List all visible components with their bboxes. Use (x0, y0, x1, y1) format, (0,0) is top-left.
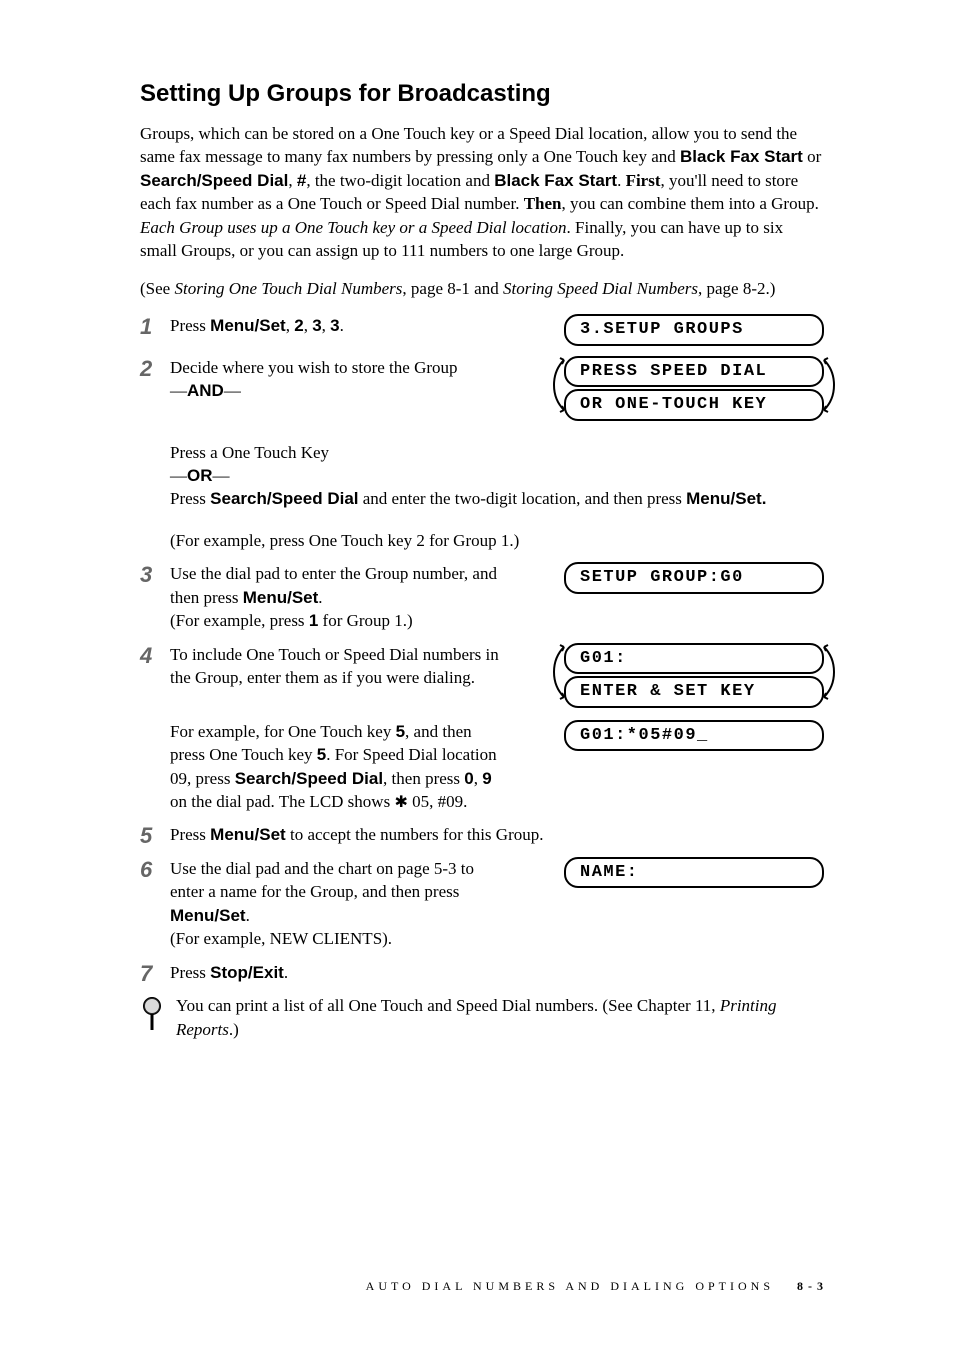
text: , page 8-1 and (402, 279, 503, 298)
lcd-display: G01:*05#09_ (564, 720, 824, 751)
text: . (318, 588, 322, 607)
text-bold: Menu/Set (243, 588, 319, 607)
text-italic: Storing Speed Dial Numbers (503, 279, 698, 298)
lcd-display: NAME: (564, 857, 824, 888)
step-2: Decide where you wish to store the Group… (140, 356, 824, 553)
text-bold: Then (524, 194, 562, 213)
text: You can print a list of all One Touch an… (176, 996, 720, 1015)
scroll-arrow-left-icon (550, 643, 568, 701)
text-italic: Storing One Touch Dial Numbers (174, 279, 402, 298)
text: , the two-digit location and (306, 171, 494, 190)
text: Use the dial pad and the chart on page 5… (170, 859, 474, 901)
text: Press a One Touch Key (170, 441, 824, 464)
intro-paragraph: Groups, which can be stored on a One Tou… (140, 122, 824, 263)
text-bold: 5 (396, 722, 405, 741)
text: , (322, 316, 331, 335)
step-5: Press Menu/Set to accept the numbers for… (140, 823, 824, 846)
step-7: Press Stop/Exit. (140, 961, 824, 984)
star-icon: ✱ (394, 795, 407, 811)
text: Press (170, 825, 210, 844)
text: (See (140, 279, 174, 298)
lcd-display: G01: (564, 643, 824, 674)
text-bold: Black Fax Start (680, 147, 803, 166)
text: (For example, press (170, 611, 309, 630)
text-bold: 0 (464, 769, 473, 788)
text-bold: Menu/Set. (686, 489, 766, 508)
text: Press (170, 489, 210, 508)
text: Use the dial pad to enter the Group numb… (170, 564, 497, 606)
text: Decide where you wish to store the Group (170, 356, 458, 379)
text: . (284, 963, 288, 982)
note: You can print a list of all One Touch an… (140, 994, 824, 1041)
text: . (617, 171, 626, 190)
text-bold: # (297, 171, 306, 190)
text: To include One Touch or Speed Dial numbe… (170, 643, 510, 690)
magnifier-icon (140, 996, 164, 1032)
text: Press (170, 316, 210, 335)
step-4: To include One Touch or Speed Dial numbe… (140, 643, 824, 814)
text: , (288, 171, 297, 190)
page-number: 8 - 3 (797, 1279, 824, 1293)
text: (For example, press One Touch key 2 for … (170, 529, 824, 552)
text: (For example, NEW CLIENTS). (170, 927, 510, 950)
text-bold: 3 (312, 316, 321, 335)
text-bold: 5 (317, 745, 326, 764)
text: on the dial pad. The LCD shows (170, 792, 394, 811)
text: , (286, 316, 295, 335)
text: For example, for One Touch key (170, 722, 396, 741)
text-bold: Stop/Exit (210, 963, 284, 982)
text: and enter the two-digit location, and th… (359, 489, 687, 508)
text: —OR— (170, 464, 824, 487)
scroll-arrow-right-icon (820, 643, 838, 701)
text: 05, #09. (408, 792, 468, 811)
text-bold: Menu/Set (210, 316, 286, 335)
text: Press Search/Speed Dial and enter the tw… (170, 487, 824, 510)
text-bold: 3 (330, 316, 339, 335)
scroll-arrow-left-icon (550, 356, 568, 414)
step-1: Press Menu/Set, 2, 3, 3. 3.SETUP GROUPS (140, 314, 824, 345)
scroll-arrow-right-icon (820, 356, 838, 414)
steps-list: Press Menu/Set, 2, 3, 3. 3.SETUP GROUPS … (140, 314, 824, 984)
text-bold: Menu/Set (210, 825, 286, 844)
text: —AND— (170, 379, 458, 402)
text-italic: Each Group uses up a One Touch key or a … (140, 218, 567, 237)
text-bold: Search/Speed Dial (210, 489, 358, 508)
text-bold: Menu/Set (170, 906, 246, 925)
lcd-scroll-group: G01: ENTER & SET KEY (564, 643, 824, 710)
text: , you can combine them into a Group. (562, 194, 819, 213)
see-reference: (See Storing One Touch Dial Numbers, pag… (140, 277, 824, 300)
lcd-display: OR ONE-TOUCH KEY (564, 389, 824, 420)
text: .) (229, 1020, 239, 1039)
text: , then press (383, 769, 464, 788)
text-bold: OR (187, 466, 213, 485)
text-bold: 2 (294, 316, 303, 335)
text: Press (170, 963, 210, 982)
lcd-display: SETUP GROUP:G0 (564, 562, 824, 593)
text-bold: Search/Speed Dial (140, 171, 288, 190)
text: , (474, 769, 483, 788)
step-6: Use the dial pad and the chart on page 5… (140, 857, 824, 951)
text: , page 8-2.) (698, 279, 775, 298)
text-bold: AND (187, 381, 224, 400)
footer-text: AUTO DIAL NUMBERS AND DIALING OPTIONS (366, 1279, 774, 1293)
text: . (340, 316, 344, 335)
text-bold: First (626, 171, 661, 190)
text: or (803, 147, 821, 166)
text-bold: 1 (309, 611, 318, 630)
text-bold: 9 (482, 769, 491, 788)
text: for Group 1.) (318, 611, 412, 630)
lcd-scroll-group: PRESS SPEED DIAL OR ONE-TOUCH KEY (564, 356, 824, 423)
section-heading: Setting Up Groups for Broadcasting (140, 80, 824, 108)
text: , (304, 316, 313, 335)
text-bold: Search/Speed Dial (235, 769, 383, 788)
text: . (246, 906, 250, 925)
lcd-display: PRESS SPEED DIAL (564, 356, 824, 387)
page-footer: AUTO DIAL NUMBERS AND DIALING OPTIONS 8 … (366, 1279, 824, 1294)
text: to accept the numbers for this Group. (286, 825, 544, 844)
lcd-display: 3.SETUP GROUPS (564, 314, 824, 345)
step-3: Use the dial pad to enter the Group numb… (140, 562, 824, 632)
text-bold: Black Fax Start (494, 171, 617, 190)
lcd-display: ENTER & SET KEY (564, 676, 824, 707)
